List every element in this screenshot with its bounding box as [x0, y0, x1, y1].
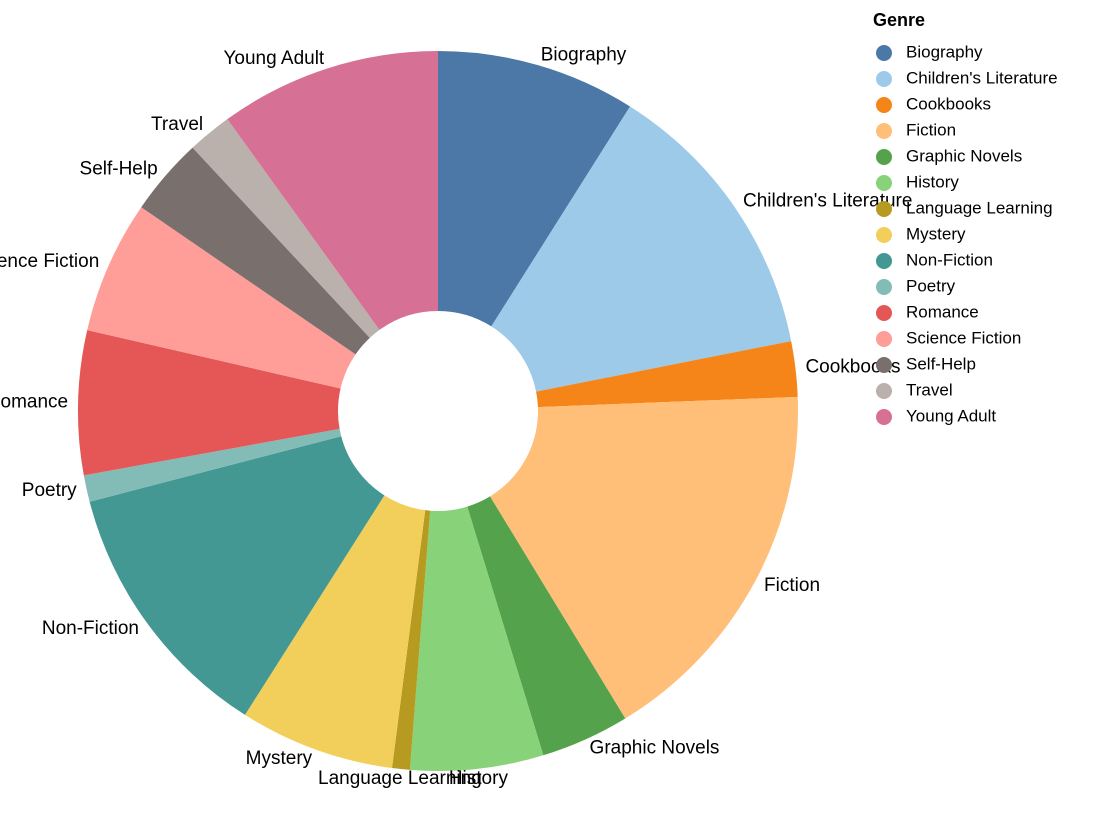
- legend-label-self-help: Self-Help: [906, 354, 976, 373]
- slice-fiction: [490, 396, 799, 719]
- slice-label-language-learning: Language Learning: [318, 768, 482, 789]
- slice-label-non-fiction: Non-Fiction: [42, 618, 139, 639]
- legend-label-science-fiction: Science Fiction: [906, 328, 1021, 347]
- legend-label-children-s-literature: Children's Literature: [906, 68, 1058, 87]
- legend-items: Biography Children's Literature Cookbooks F…: [876, 42, 1058, 425]
- legend-swatch-self-help: [876, 357, 892, 373]
- legend-swatch-science-fiction: [876, 331, 892, 347]
- legend-swatch-mystery: [876, 227, 892, 243]
- slice-label-travel: Travel: [151, 114, 203, 135]
- legend-swatch-children-s-literature: [876, 71, 892, 87]
- slice-young-adult: [227, 50, 438, 330]
- slice-self-help: [141, 147, 370, 355]
- slice-label-young-adult: Young Adult: [223, 48, 324, 69]
- slice-label-biography: Biography: [541, 45, 627, 66]
- legend-swatch-romance: [876, 305, 892, 321]
- legend-swatch-cookbooks: [876, 97, 892, 113]
- legend-label-poetry: Poetry: [906, 276, 956, 295]
- slice-language-learning: [391, 510, 431, 770]
- slice-biography: [438, 51, 631, 327]
- legend-label-history: History: [906, 172, 959, 191]
- legend-swatch-poetry: [876, 279, 892, 295]
- slice-label-history: History: [449, 768, 509, 789]
- legend-label-cookbooks: Cookbooks: [906, 94, 991, 113]
- slice-label-mystery: Mystery: [246, 748, 313, 769]
- legend-label-young-adult: Young Adult: [906, 406, 996, 425]
- slice-label-romance: Romance: [0, 391, 68, 412]
- legend-title: Genre: [873, 10, 925, 30]
- legend-label-non-fiction: Non-Fiction: [906, 250, 993, 269]
- slice-poetry: [83, 428, 342, 502]
- slice-label-self-help: Self-Help: [80, 159, 158, 180]
- legend-label-mystery: Mystery: [906, 224, 966, 243]
- legend-label-graphic-novels: Graphic Novels: [906, 146, 1022, 165]
- slice-graphic-novels: [467, 496, 626, 756]
- slice-travel: [192, 119, 380, 338]
- legend-label-language-learning: Language Learning: [906, 198, 1053, 217]
- legend-swatch-biography: [876, 45, 892, 61]
- donut-slices: [78, 50, 799, 771]
- slice-label-children-s-literature: Children's Literature: [743, 191, 912, 212]
- slice-romance: [78, 330, 341, 476]
- slice-children-s-literature: [491, 106, 792, 392]
- slice-label-poetry: Poetry: [22, 480, 77, 501]
- slice-non-fiction: [89, 436, 385, 715]
- legend-label-fiction: Fiction: [906, 120, 956, 139]
- legend-label-romance: Romance: [906, 302, 979, 321]
- legend-label-biography: Biography: [906, 42, 983, 61]
- legend-swatch-graphic-novels: [876, 149, 892, 165]
- legend-swatch-young-adult: [876, 409, 892, 425]
- slice-science-fiction: [87, 207, 356, 389]
- legend: Genre Biography Children's Literature Cook…: [873, 10, 1058, 425]
- legend-swatch-non-fiction: [876, 253, 892, 269]
- slice-history: [409, 506, 544, 771]
- legend-swatch-history: [876, 175, 892, 191]
- slice-label-fiction: Fiction: [764, 575, 820, 596]
- slice-mystery: [245, 495, 426, 769]
- slice-cookbooks: [536, 341, 798, 408]
- slice-label-science-fiction: Science Fiction: [0, 251, 99, 272]
- legend-swatch-language-learning: [876, 201, 892, 217]
- slice-label-graphic-novels: Graphic Novels: [590, 738, 720, 759]
- legend-swatch-travel: [876, 383, 892, 399]
- legend-label-travel: Travel: [906, 380, 953, 399]
- legend-swatch-fiction: [876, 123, 892, 139]
